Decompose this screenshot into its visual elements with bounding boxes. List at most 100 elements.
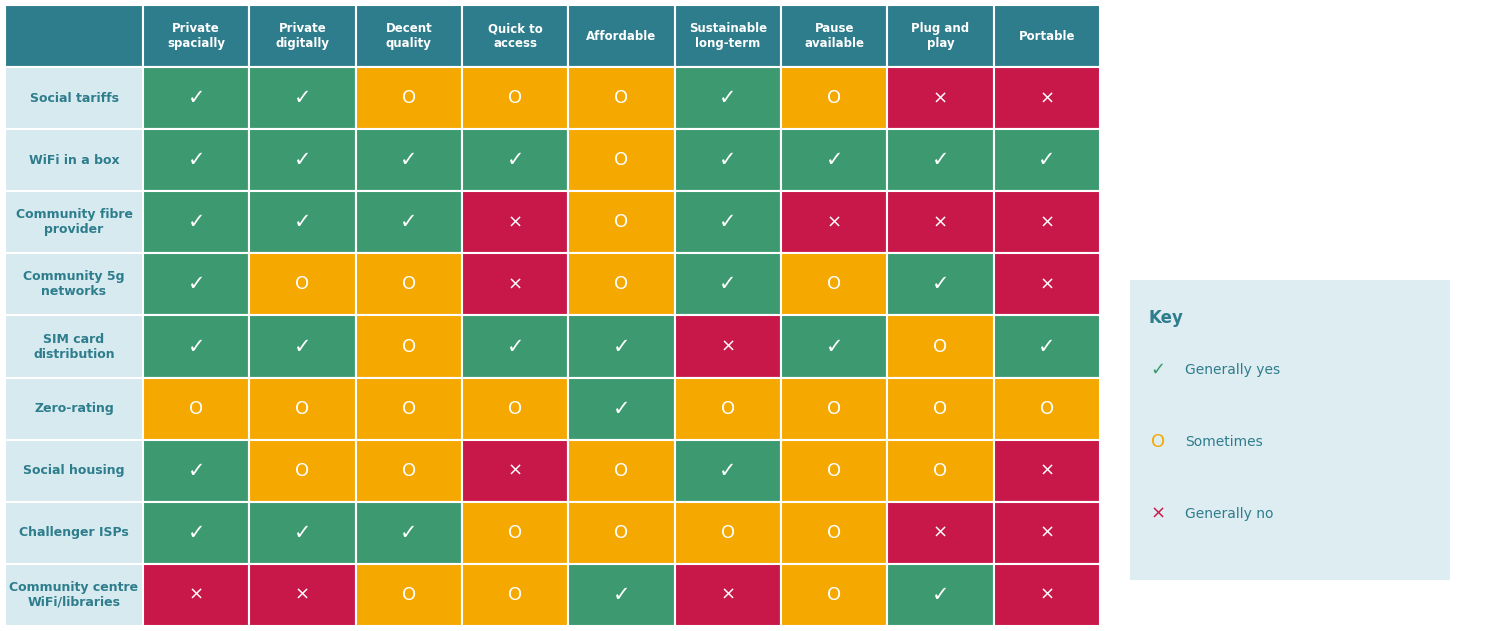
Text: Community 5g
networks: Community 5g networks — [24, 271, 124, 298]
Bar — [462, 253, 568, 316]
Bar — [568, 440, 675, 502]
Bar — [249, 67, 356, 129]
Bar — [782, 253, 888, 316]
Bar — [142, 316, 249, 377]
Text: ✓: ✓ — [294, 150, 312, 170]
Bar — [142, 377, 249, 440]
Bar — [249, 440, 356, 502]
Text: O: O — [1040, 399, 1054, 418]
Text: ✓: ✓ — [294, 88, 312, 108]
Bar — [568, 67, 675, 129]
Text: ✓: ✓ — [612, 585, 630, 605]
Bar — [356, 564, 462, 626]
Bar — [782, 191, 888, 253]
Text: ✓: ✓ — [188, 150, 206, 170]
Bar — [782, 440, 888, 502]
Text: Pause
available: Pause available — [804, 22, 864, 50]
Bar — [4, 502, 142, 564]
Text: ✓: ✓ — [825, 336, 843, 357]
Text: O: O — [296, 399, 309, 418]
Bar — [568, 129, 675, 191]
Text: O: O — [615, 213, 628, 232]
Text: ×: × — [933, 524, 948, 542]
Text: ×: × — [933, 213, 948, 232]
Text: Social tariffs: Social tariffs — [30, 91, 118, 105]
Bar — [356, 253, 462, 316]
Bar — [993, 5, 1100, 67]
Text: ✓: ✓ — [718, 150, 736, 170]
Text: ✓: ✓ — [507, 336, 524, 357]
Text: O: O — [933, 462, 948, 480]
Bar — [888, 191, 993, 253]
Text: O: O — [402, 462, 416, 480]
Bar — [356, 440, 462, 502]
Bar — [888, 502, 993, 564]
Bar — [356, 5, 462, 67]
Text: Generally no: Generally no — [1185, 507, 1274, 521]
Text: ✓: ✓ — [400, 212, 417, 232]
Text: ✓: ✓ — [612, 336, 630, 357]
Bar — [675, 191, 782, 253]
Text: ×: × — [189, 586, 204, 604]
Text: ✓: ✓ — [612, 399, 630, 418]
Text: ×: × — [1040, 213, 1054, 232]
Bar — [782, 129, 888, 191]
Text: O: O — [509, 399, 522, 418]
Bar — [356, 67, 462, 129]
Bar — [888, 316, 993, 377]
Bar — [993, 316, 1100, 377]
Text: ✓: ✓ — [932, 274, 950, 295]
Text: Quick to
access: Quick to access — [488, 22, 543, 50]
Bar — [4, 377, 142, 440]
Bar — [782, 316, 888, 377]
Text: ×: × — [507, 462, 522, 480]
Text: ✓: ✓ — [825, 150, 843, 170]
Text: Plug and
play: Plug and play — [912, 22, 969, 50]
Bar — [1130, 280, 1450, 580]
Text: Challenger ISPs: Challenger ISPs — [20, 526, 129, 540]
Text: O: O — [615, 275, 628, 293]
Text: ✓: ✓ — [932, 585, 950, 605]
Text: ✓: ✓ — [188, 212, 206, 232]
Text: ✓: ✓ — [718, 461, 736, 481]
Bar — [675, 253, 782, 316]
Text: Affordable: Affordable — [586, 30, 657, 42]
Text: O: O — [296, 275, 309, 293]
Bar — [356, 316, 462, 377]
Bar — [993, 377, 1100, 440]
Bar — [356, 502, 462, 564]
Bar — [675, 5, 782, 67]
Bar — [888, 564, 993, 626]
Text: O: O — [615, 89, 628, 107]
Text: O: O — [402, 275, 416, 293]
Bar — [142, 502, 249, 564]
Bar — [675, 67, 782, 129]
Text: ×: × — [1040, 275, 1054, 293]
Bar — [888, 67, 993, 129]
Text: ×: × — [296, 586, 310, 604]
Bar — [993, 502, 1100, 564]
Text: Portable: Portable — [1019, 30, 1076, 42]
Text: ✓: ✓ — [294, 212, 312, 232]
Text: O: O — [827, 89, 842, 107]
Bar — [142, 253, 249, 316]
Text: Community centre
WiFi/libraries: Community centre WiFi/libraries — [9, 581, 138, 609]
Bar — [993, 564, 1100, 626]
Text: ×: × — [933, 89, 948, 107]
Bar — [356, 377, 462, 440]
Text: ✓: ✓ — [1038, 150, 1056, 170]
Bar — [356, 191, 462, 253]
Text: O: O — [189, 399, 202, 418]
Text: Community fibre
provider: Community fibre provider — [15, 208, 132, 236]
Bar — [4, 67, 142, 129]
Bar — [568, 191, 675, 253]
Text: ×: × — [720, 586, 735, 604]
Text: ✓: ✓ — [294, 523, 312, 543]
Text: O: O — [402, 338, 416, 355]
Text: ×: × — [827, 213, 842, 232]
Bar — [568, 377, 675, 440]
Bar — [462, 191, 568, 253]
Bar — [249, 564, 356, 626]
Text: O: O — [722, 524, 735, 542]
Bar — [462, 5, 568, 67]
